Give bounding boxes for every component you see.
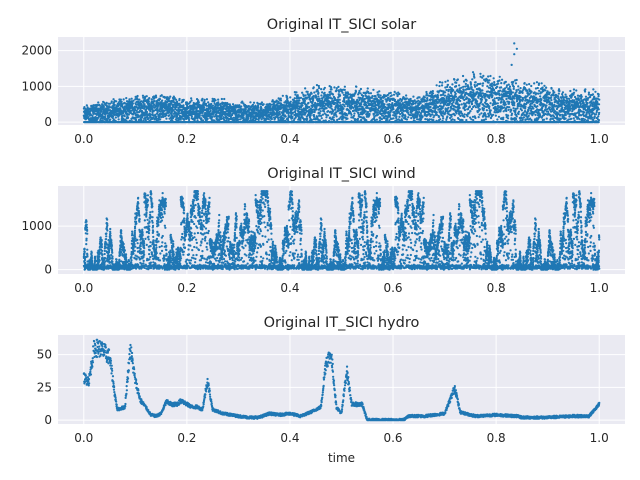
wind-x-tick-label: 1.0 (590, 281, 609, 295)
wind-x-tick-label: 0.2 (177, 281, 196, 295)
hydro-title: Original IT_SICI hydro (264, 315, 420, 331)
wind-y-ticks: 0 1000 (21, 219, 52, 277)
solar-y-ticks: 0 1000 2000 (21, 44, 52, 130)
wind-x-tick-label: 0.8 (487, 281, 506, 295)
hydro-points (82, 338, 601, 422)
hydro-x-ticks: 0.0 0.2 0.4 0.6 0.8 1.0 (74, 431, 609, 445)
solar-y-tick-label: 1000 (21, 79, 52, 93)
wind-x-tick-label: 0.4 (280, 281, 299, 295)
hydro-x-tick-label: 1.0 (590, 431, 609, 445)
wind-points (82, 190, 601, 271)
solar-x-ticks: 0.0 0.2 0.4 0.6 0.8 1.0 (74, 132, 609, 146)
hydro-panel: 0.0 0.2 0.4 0.6 0.8 1.0 0 25 50 Original IT_SIC… (37, 315, 625, 465)
solar-y-tick-label: 2000 (21, 44, 52, 58)
solar-x-tick-label: 0.0 (74, 132, 93, 146)
wind-title: Original IT_SICI wind (267, 166, 416, 182)
hydro-y-tick-label: 25 (37, 380, 52, 394)
hydro-scatter-points (82, 338, 601, 422)
hydro-y-tick-label: 50 (37, 348, 52, 362)
solar-x-tick-label: 1.0 (590, 132, 609, 146)
solar-panel: 0.0 0.2 0.4 0.6 0.8 1.0 0 1000 2000 Original IT… (21, 17, 625, 146)
wind-x-tick-label: 0.6 (383, 281, 402, 295)
hydro-y-ticks: 0 25 50 (37, 348, 52, 427)
solar-points (82, 42, 601, 124)
solar-y-tick-label: 0 (44, 115, 52, 129)
wind-panel: 0.0 0.2 0.4 0.6 0.8 1.0 0 1000 Original IT_SIC… (21, 166, 625, 295)
solar-x-tick-label: 0.6 (383, 132, 402, 146)
solar-title: Original IT_SICI solar (267, 17, 417, 33)
hydro-x-tick-label: 0.4 (280, 431, 299, 445)
hydro-y-tick-label: 0 (44, 413, 52, 427)
hydro-grid (58, 335, 625, 424)
hydro-x-tick-label: 0.8 (487, 431, 506, 445)
solar-x-tick-label: 0.4 (280, 132, 299, 146)
hydro-x-axis-label: time (328, 451, 355, 465)
solar-x-tick-label: 0.2 (177, 132, 196, 146)
hydro-x-tick-label: 0.0 (74, 431, 93, 445)
hydro-x-tick-label: 0.6 (383, 431, 402, 445)
solar-scatter-points (82, 42, 601, 124)
hydro-x-tick-label: 0.2 (177, 431, 196, 445)
wind-y-tick-label: 0 (44, 263, 52, 277)
solar-x-tick-label: 0.8 (487, 132, 506, 146)
wind-x-tick-label: 0.0 (74, 281, 93, 295)
wind-x-ticks: 0.0 0.2 0.4 0.6 0.8 1.0 (74, 281, 609, 295)
wind-y-tick-label: 1000 (21, 219, 52, 233)
wind-scatter-points (82, 190, 601, 271)
